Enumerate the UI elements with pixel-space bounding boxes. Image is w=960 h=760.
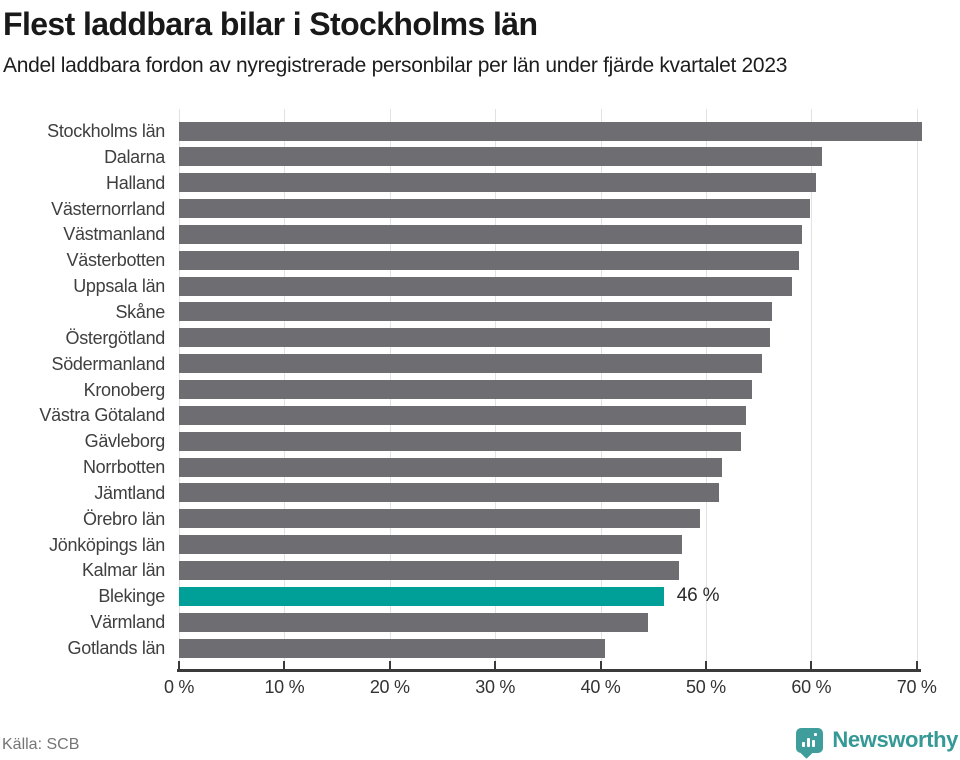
- category-label: Jönköpings län: [49, 534, 165, 555]
- bar: [179, 509, 700, 529]
- newsworthy-logo-icon: [796, 727, 824, 759]
- bar: [179, 121, 922, 141]
- x-axis-tick-label: 50 %: [686, 677, 726, 697]
- category-label: Örebro län: [82, 508, 165, 529]
- x-axis-tick-label: 40 %: [580, 677, 621, 697]
- x-axis-tick: [915, 661, 918, 669]
- category-label: Jämtland: [94, 482, 165, 503]
- bar: [179, 354, 762, 374]
- x-axis-tick: [178, 661, 180, 669]
- bar: [179, 224, 802, 244]
- category-label: Gotlands län: [67, 638, 166, 658]
- category-label: Dalarna: [104, 146, 165, 167]
- bar: [179, 405, 746, 425]
- bar: [179, 457, 722, 477]
- category-label: Halland: [106, 172, 165, 193]
- category-label: Kronoberg: [83, 379, 166, 400]
- x-axis-tick: [704, 661, 707, 669]
- value-annotation: 46 %: [676, 585, 720, 607]
- logo-bar-icon: [807, 737, 811, 747]
- bar: [179, 173, 816, 193]
- logo-bar-icon: [802, 741, 806, 747]
- category-label: Gävleborg: [84, 431, 166, 452]
- x-axis-tick-label: 10 %: [264, 677, 305, 697]
- category-label: Västmanland: [63, 224, 165, 245]
- gridline: [811, 109, 813, 669]
- bar: [179, 560, 679, 580]
- bar: [179, 483, 719, 503]
- category-label: Blekinge: [98, 586, 165, 607]
- category-label: Västra Götaland: [39, 405, 165, 426]
- category-label: Värmland: [90, 612, 165, 633]
- x-axis-tick: [599, 661, 602, 669]
- bar: [179, 638, 605, 658]
- bar: [179, 199, 811, 219]
- x-axis-tick-label: 0 %: [163, 677, 195, 697]
- chart-title: Flest laddbara bilar i Stockholms län: [3, 6, 538, 42]
- brand-name: Newsworthy: [832, 727, 958, 752]
- bar: [179, 612, 648, 632]
- source-note: Källa: SCB: [2, 736, 80, 753]
- x-axis-tick: [388, 661, 391, 669]
- category-label: Uppsala län: [73, 276, 165, 297]
- x-axis-tick: [810, 661, 813, 669]
- bar: [179, 328, 771, 348]
- x-axis-tick-label: 30 %: [475, 677, 516, 697]
- bar: [179, 535, 682, 555]
- logo-exclamation-dot-icon: [814, 732, 818, 736]
- bar-highlighted: [179, 586, 664, 606]
- category-label: Västerbotten: [66, 250, 166, 271]
- brand-logo: Newsworthy: [796, 727, 958, 759]
- category-label: Norrbotten: [82, 457, 165, 478]
- category-label: Södermanland: [51, 353, 166, 374]
- category-label: Östergötland: [65, 327, 166, 348]
- bar: [179, 380, 753, 399]
- category-label: Skåne: [115, 301, 165, 322]
- gridline: [916, 109, 918, 669]
- bar: [179, 147, 822, 167]
- x-axis-tick-label: 60 %: [791, 677, 832, 697]
- chart-subtitle: Andel laddbara fordon av nyregistrerade …: [3, 54, 788, 77]
- category-label: Västernorrland: [51, 198, 165, 219]
- bar: [179, 250, 799, 270]
- category-label: Kalmar län: [81, 560, 165, 581]
- x-axis-line: [177, 669, 921, 672]
- x-axis-tick-label: 20 %: [369, 677, 410, 697]
- bar: [179, 276, 793, 296]
- x-axis-tick: [494, 661, 497, 669]
- category-label: Stockholms län: [47, 121, 165, 141]
- x-axis-tick-label: 70 %: [896, 677, 937, 697]
- logo-bar-icon: [812, 739, 816, 747]
- bar: [179, 431, 741, 451]
- bar: [179, 302, 773, 322]
- x-axis-tick: [283, 661, 286, 669]
